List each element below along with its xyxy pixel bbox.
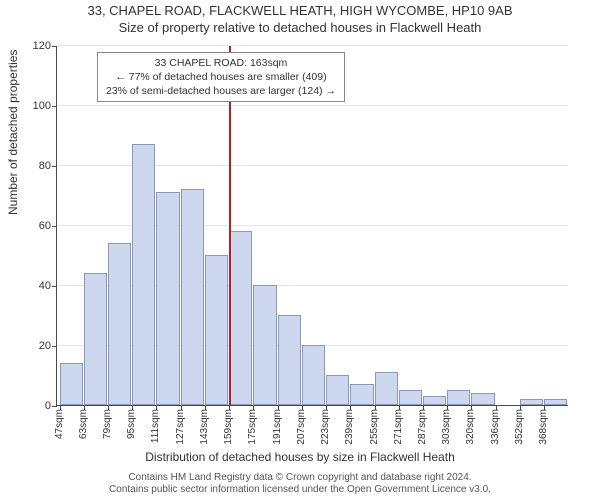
y-tick-mark (52, 406, 57, 407)
attribution-line-2: Contains public sector information licen… (0, 484, 600, 496)
x-tick-label: 111sqm (150, 409, 161, 443)
bar (399, 390, 422, 405)
bar-slot: 271sqm (399, 390, 422, 405)
bar (544, 399, 567, 405)
y-tick-label: 0 (45, 400, 51, 412)
bar-slot: 320sqm (471, 393, 494, 405)
annotation-line-2: ← 77% of detached houses are smaller (40… (106, 70, 336, 84)
x-tick-label: 223sqm (320, 409, 331, 445)
bar (253, 285, 276, 405)
y-tick-mark (52, 346, 57, 347)
annotation-box: 33 CHAPEL ROAD: 163sqm ← 77% of detached… (97, 52, 345, 102)
x-tick-label: 287sqm (417, 409, 428, 445)
bar-slot: 63sqm (84, 273, 107, 405)
title-area: 33, CHAPEL ROAD, FLACKWELL HEATH, HIGH W… (0, 3, 600, 35)
bar (520, 399, 543, 405)
x-tick-label: 175sqm (247, 409, 258, 445)
bar (302, 345, 325, 405)
x-tick-label: 320sqm (465, 409, 476, 445)
bar (326, 375, 349, 405)
attribution-line-1: Contains HM Land Registry data © Crown c… (0, 472, 600, 484)
bar-slot: 191sqm (278, 315, 301, 405)
bar (229, 231, 252, 405)
y-tick-mark (52, 166, 57, 167)
x-axis-label: Distribution of detached houses by size … (0, 450, 600, 464)
y-tick-mark (52, 46, 57, 47)
bar-slot: 95sqm (132, 144, 155, 405)
attribution-block: Contains HM Land Registry data © Crown c… (0, 472, 600, 496)
bar (447, 390, 470, 405)
bar (205, 255, 228, 405)
x-tick-label: 95sqm (126, 409, 137, 439)
x-tick-label: 143sqm (199, 409, 210, 445)
bar-slot: 223sqm (326, 375, 349, 405)
y-tick-label: 80 (39, 160, 51, 172)
x-tick-label: 63sqm (78, 409, 89, 439)
y-tick-label: 40 (39, 280, 51, 292)
address-line: 33, CHAPEL ROAD, FLACKWELL HEATH, HIGH W… (0, 3, 600, 18)
x-tick-label: 191sqm (272, 409, 283, 445)
x-tick-label: 352sqm (514, 409, 525, 445)
x-tick-label: 303sqm (441, 409, 452, 445)
x-tick-label: 127sqm (175, 409, 186, 445)
bar (375, 372, 398, 405)
bar (156, 192, 179, 405)
y-tick-label: 120 (33, 40, 51, 52)
x-tick-label: 336sqm (490, 409, 501, 445)
x-tick-label: 79sqm (102, 409, 113, 439)
bar (132, 144, 155, 405)
y-tick-label: 60 (39, 220, 51, 232)
x-tick-label: 47sqm (54, 409, 65, 439)
bar (423, 396, 446, 405)
y-tick-mark (52, 286, 57, 287)
annotation-line-3: 23% of semi-detached houses are larger (… (106, 84, 336, 98)
bar-slot: 47sqm (60, 363, 83, 405)
y-tick-label: 100 (33, 100, 51, 112)
bar-slot: 175sqm (253, 285, 276, 405)
y-tick-mark (52, 226, 57, 227)
page: 33, CHAPEL ROAD, FLACKWELL HEATH, HIGH W… (0, 0, 600, 500)
x-tick-label: 255sqm (369, 409, 380, 445)
subtitle-line: Size of property relative to detached ho… (0, 20, 600, 35)
bar-slot: 255sqm (375, 372, 398, 405)
bar-slot: 159sqm (229, 231, 252, 405)
x-tick-label: 239sqm (344, 409, 355, 445)
bar-slot: 352sqm (520, 399, 543, 405)
bar (60, 363, 83, 405)
y-axis-label: Number of detached properties (6, 50, 20, 215)
bar (84, 273, 107, 405)
bar-slot: 127sqm (181, 189, 204, 405)
bar-slot: 239sqm (350, 384, 373, 405)
bar-slot: 368sqm (544, 399, 567, 405)
bar (350, 384, 373, 405)
bar (108, 243, 131, 405)
bar-slot: 287sqm (423, 396, 446, 405)
bar (181, 189, 204, 405)
bar-slot: 303sqm (447, 390, 470, 405)
annotation-line-1: 33 CHAPEL ROAD: 163sqm (106, 56, 336, 70)
bar (278, 315, 301, 405)
plot-area: 47sqm63sqm79sqm95sqm111sqm127sqm143sqm15… (56, 46, 568, 406)
bar-slot: 111sqm (156, 192, 179, 405)
bar-slot: 79sqm (108, 243, 131, 405)
x-tick-label: 207sqm (296, 409, 307, 445)
y-tick-label: 20 (39, 340, 51, 352)
x-tick-label: 271sqm (393, 409, 404, 445)
y-tick-mark (52, 106, 57, 107)
bar (471, 393, 494, 405)
bar-slot: 143sqm (205, 255, 228, 405)
x-tick-label: 368sqm (538, 409, 549, 445)
bar-slot: 207sqm (302, 345, 325, 405)
x-tick-label: 159sqm (223, 409, 234, 445)
